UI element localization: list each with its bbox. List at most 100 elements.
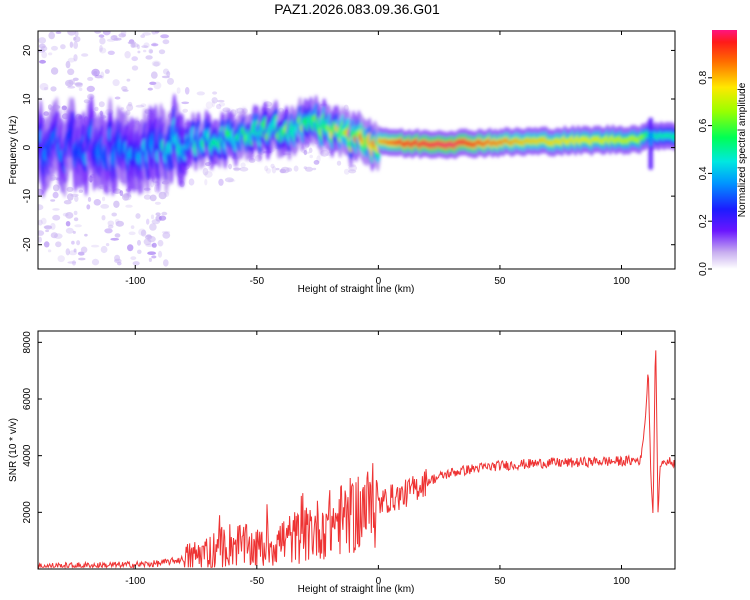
noise-speckle — [80, 246, 88, 254]
noise-speckle — [102, 196, 106, 202]
noise-speckle — [73, 217, 79, 222]
colorbar-tick-label: 0.6 — [698, 118, 709, 132]
colorbar-tick-label: 0.0 — [698, 262, 709, 276]
noise-speckle — [162, 39, 170, 45]
noise-speckle — [309, 154, 314, 159]
noise-speckle — [140, 103, 147, 107]
noise-speckle — [78, 189, 84, 193]
x-tick-label: 0 — [376, 276, 382, 287]
noise-speckle — [65, 79, 74, 87]
noise-speckle — [118, 33, 126, 38]
noise-speckle — [74, 82, 83, 86]
noise-speckle — [148, 48, 153, 54]
noise-speckle — [150, 214, 155, 220]
noise-speckle — [151, 242, 157, 248]
noise-speckle — [218, 178, 224, 186]
noise-speckle — [107, 224, 114, 229]
noise-speckle — [110, 237, 120, 241]
y-tick-label: 10 — [22, 93, 33, 105]
noise-speckle — [264, 165, 269, 172]
noise-speckle — [51, 45, 58, 51]
noise-speckle — [72, 260, 76, 266]
noise-speckle — [65, 60, 71, 69]
x-tick-label: -100 — [125, 276, 145, 287]
noise-speckle — [74, 224, 82, 228]
noise-speckle — [43, 241, 50, 248]
noise-speckle — [65, 227, 74, 234]
noise-speckle — [67, 261, 77, 264]
colorbar-ticks: 0.0 0.2 0.4 0.6 0.8 — [698, 70, 712, 276]
noise-speckle — [125, 204, 133, 208]
noise-speckle — [62, 212, 69, 217]
noise-speckle — [205, 162, 211, 167]
noise-speckle — [163, 68, 169, 75]
noise-speckle — [91, 258, 100, 266]
noise-speckle — [107, 50, 115, 55]
noise-speckle — [60, 108, 66, 114]
y-tick-label: 8000 — [22, 331, 33, 354]
noise-speckle — [119, 190, 124, 197]
noise-speckle — [151, 31, 156, 35]
noise-speckle — [151, 255, 157, 259]
noise-speckle — [181, 101, 190, 105]
noise-speckle — [100, 245, 108, 254]
noise-speckle — [123, 193, 132, 201]
noise-speckle — [52, 191, 59, 199]
noise-speckle — [149, 81, 157, 86]
spectrogram-y-ticks: -20 -10 0 10 20 — [22, 44, 675, 252]
noise-speckle — [348, 165, 358, 172]
noise-speckle — [43, 87, 49, 91]
spectrogram-x-label: Height of straight line (km) — [298, 284, 415, 295]
noise-speckle — [158, 49, 166, 55]
colorbar-tick-label: 0.2 — [698, 214, 709, 228]
snr-panel: -100 -50 0 50 100 2000 4000 6000 8000 Height of… — [8, 330, 676, 595]
noise-speckle — [154, 201, 161, 205]
noise-speckle — [73, 54, 78, 62]
noise-speckle — [114, 233, 121, 238]
noise-speckle — [222, 107, 231, 112]
noise-speckle — [278, 107, 284, 114]
noise-speckle — [154, 31, 160, 34]
noise-speckle — [163, 259, 169, 267]
noise-speckle — [227, 179, 236, 183]
noise-speckle — [48, 31, 55, 40]
noise-speckle — [166, 71, 171, 77]
noise-speckle — [204, 171, 213, 178]
noise-speckle — [79, 252, 85, 256]
noise-speckle — [182, 108, 188, 113]
noise-speckle — [153, 81, 162, 90]
y-tick-label: -20 — [22, 237, 33, 252]
noise-speckle — [87, 76, 94, 81]
noise-speckle — [91, 68, 100, 77]
noise-speckle — [136, 44, 140, 50]
noise-speckle — [293, 165, 299, 172]
noise-speckle — [71, 240, 75, 245]
noise-speckle — [65, 248, 71, 256]
noise-speckle — [155, 212, 161, 216]
noise-speckle — [157, 250, 163, 258]
noise-speckle — [150, 71, 158, 79]
ridge-cell — [648, 117, 654, 124]
noise-speckle — [50, 232, 58, 239]
noise-speckle — [54, 233, 63, 239]
noise-speckle — [135, 213, 141, 219]
noise-speckle — [176, 87, 181, 94]
noise-speckle — [99, 37, 106, 45]
noise-speckle — [57, 255, 65, 263]
noise-speckle — [55, 241, 62, 248]
noise-speckle — [127, 101, 133, 107]
snr-x-label: Height of straight line (km) — [298, 584, 415, 595]
noise-speckle — [94, 31, 102, 34]
snr-series-line — [38, 350, 675, 569]
noise-speckle — [153, 61, 160, 67]
noise-speckle — [211, 97, 218, 104]
noise-speckle — [127, 244, 134, 252]
x-tick-label: 50 — [494, 276, 506, 287]
noise-speckle — [302, 151, 310, 154]
figure-title: PAZ1.2026.083.09.36.G01 — [274, 1, 440, 17]
noise-speckle — [184, 87, 190, 95]
noise-speckle — [73, 36, 77, 41]
noise-speckle — [105, 243, 110, 247]
